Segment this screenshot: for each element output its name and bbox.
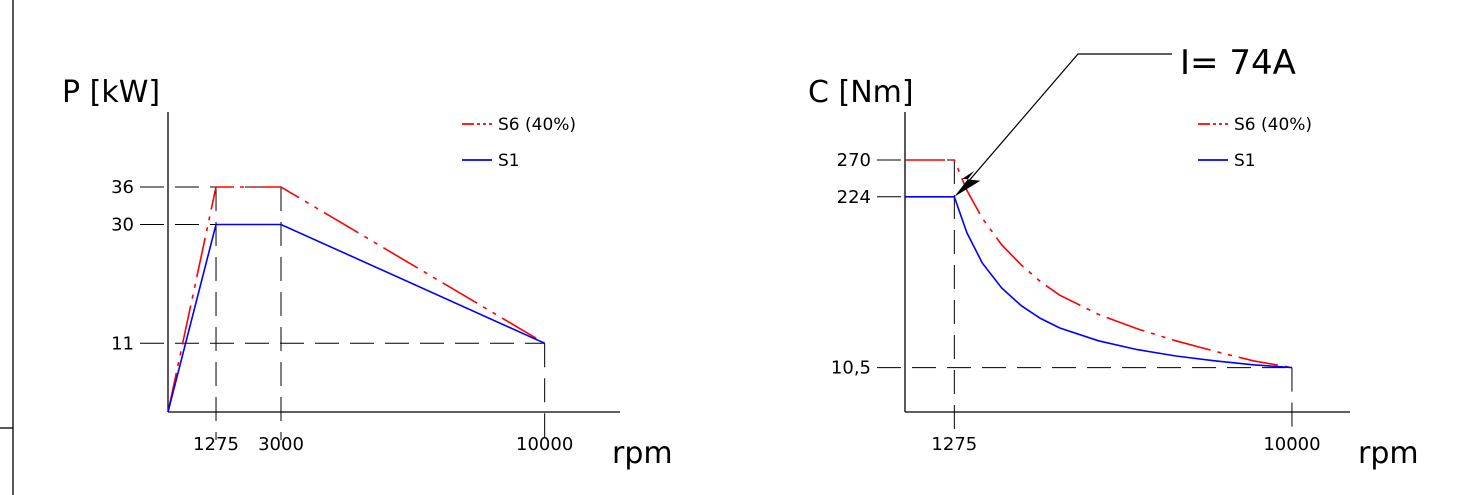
annotation-arrowhead <box>954 170 981 197</box>
annotation-leader <box>959 53 1172 192</box>
x-tick-label: 3000 <box>258 434 304 455</box>
power-chart: P [kW] rpm 11 30 36 1275 3000 10000 S6 (40%) S1 <box>62 75 673 471</box>
x-axis-label: rpm <box>1358 436 1419 471</box>
x-tick-label: 10000 <box>516 434 573 455</box>
y-tick-label: 36 <box>111 177 134 198</box>
x-tick-label: 1275 <box>193 434 239 455</box>
y-axis-label: P [kW] <box>62 75 160 110</box>
series-line-s6 <box>905 159 1293 369</box>
y-tick-label: 10,5 <box>831 358 871 379</box>
series-line-s1 <box>167 223 546 413</box>
legend-label: S1 <box>498 151 520 171</box>
legend-label: S6 (40%) <box>498 115 576 135</box>
y-tick-label: 224 <box>837 187 871 208</box>
series-line-s6 <box>167 186 546 413</box>
torque-chart: C [Nm] rpm 10,5 224 270 1275 10000 S6 (40%) S1 I=… <box>808 43 1419 471</box>
x-tick-label: 10000 <box>1263 434 1320 455</box>
y-tick-label: 270 <box>837 150 871 171</box>
x-axis-label: rpm <box>612 436 673 471</box>
annotation-label: I= 74A <box>1180 43 1296 83</box>
series-line-s1 <box>905 196 1293 369</box>
x-tick-label: 1275 <box>931 434 977 455</box>
y-tick-label: 11 <box>111 333 134 354</box>
y-axis-label: C [Nm] <box>808 75 914 110</box>
legend-label: S1 <box>1234 151 1256 171</box>
y-tick-label: 30 <box>111 215 134 236</box>
legend-label: S6 (40%) <box>1234 115 1312 135</box>
